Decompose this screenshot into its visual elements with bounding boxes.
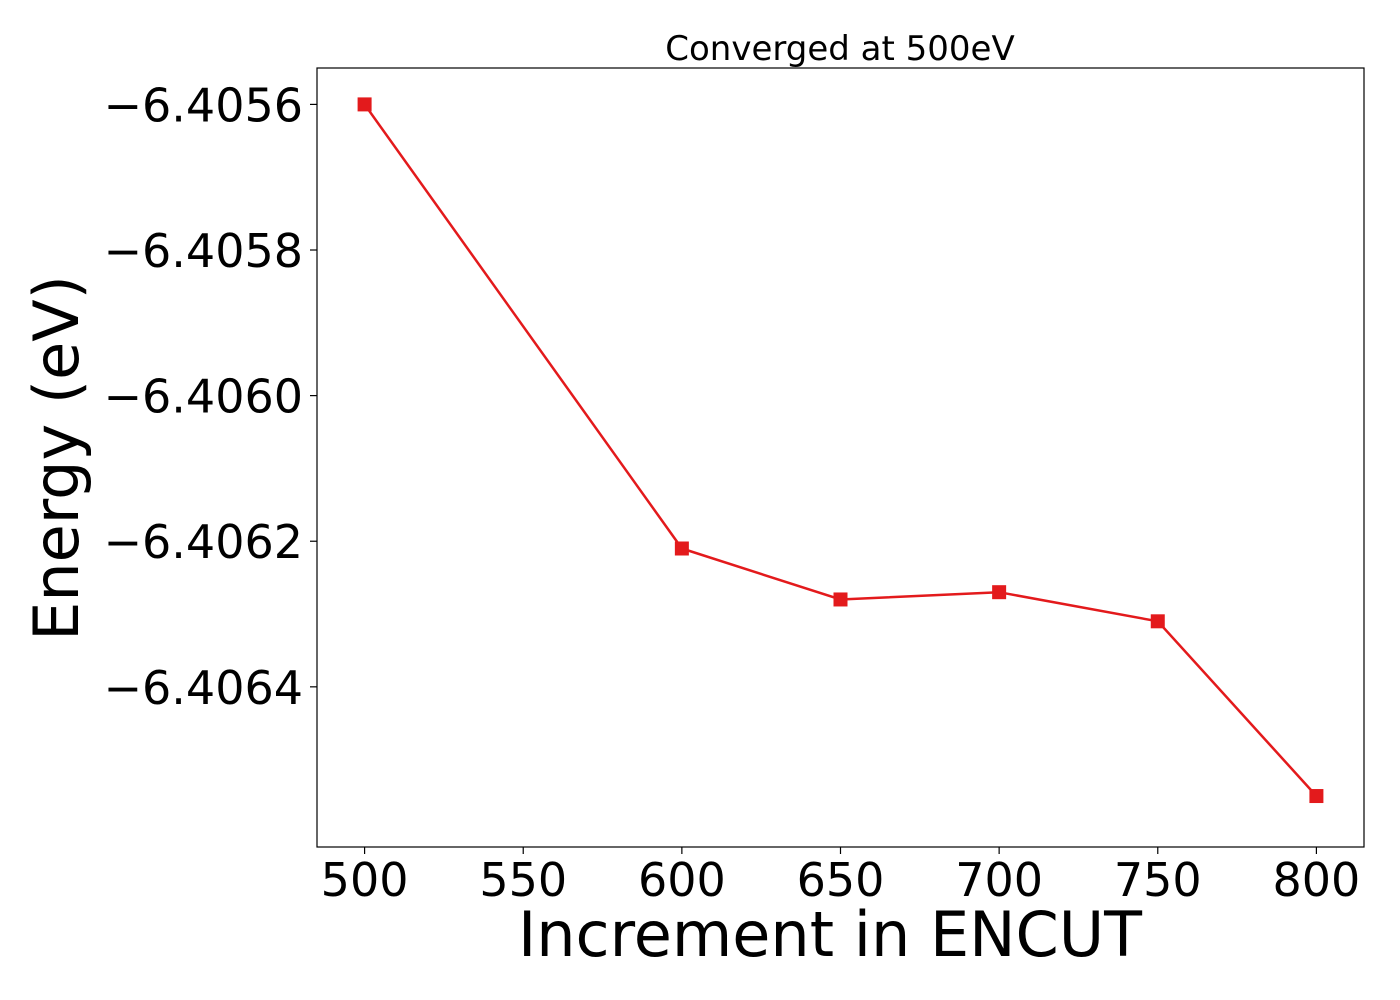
x-tick-label: 800 [1273,853,1361,907]
x-axis: 500 550 600 650 700 750 800 [321,847,1361,907]
y-tick-label: −6.4056 [104,78,304,132]
chart-title: Converged at 500eV [665,29,1014,69]
x-tick-label: 500 [321,853,409,907]
plot-frame [316,67,1365,848]
data-point-marker [1150,614,1165,629]
x-tick-label: 550 [479,853,567,907]
x-tick-label: 700 [955,853,1043,907]
data-point-marker [674,541,689,556]
data-point-marker [357,97,372,112]
x-axis-title: Increment in ENCUT [518,898,1143,971]
y-tick-label: −6.4060 [104,370,304,424]
x-tick-label: 600 [638,853,726,907]
data-point-marker [1309,789,1324,804]
y-axis: −6.4056 −6.4058 −6.4060 −6.4062 −6.4064 [104,78,317,715]
x-tick-label: 750 [1114,853,1202,907]
data-point-marker [833,592,848,607]
y-tick-label: −6.4064 [104,661,304,715]
y-tick-label: −6.4058 [104,224,304,278]
series-layer [357,97,1324,804]
series-line [363,103,1318,797]
data-point-marker [992,585,1007,600]
y-tick-label: −6.4062 [104,515,304,569]
x-tick-label: 650 [797,853,885,907]
y-axis-title: Energy (eV) [20,275,93,641]
